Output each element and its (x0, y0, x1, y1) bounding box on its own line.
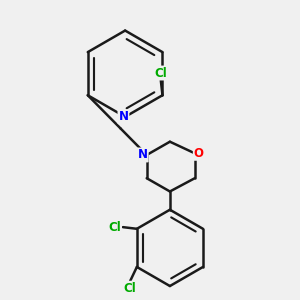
Text: Cl: Cl (124, 282, 136, 295)
Text: N: N (138, 148, 148, 161)
Text: N: N (118, 110, 128, 123)
Text: O: O (194, 147, 204, 160)
Text: Cl: Cl (108, 220, 121, 234)
Text: Cl: Cl (154, 67, 167, 80)
